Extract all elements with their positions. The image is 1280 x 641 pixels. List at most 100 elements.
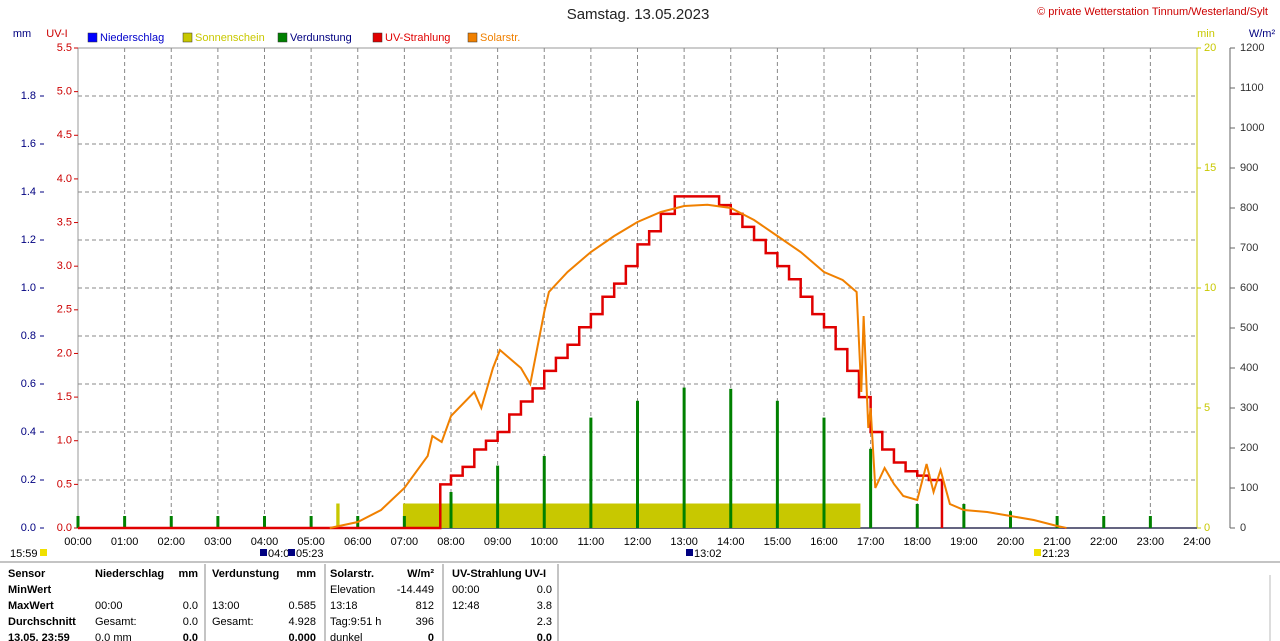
table-cell: 00:00 xyxy=(452,584,480,596)
x-tick-label: 03:00 xyxy=(204,536,232,548)
legend-swatch xyxy=(467,32,478,43)
table-cell: W/m² xyxy=(407,568,434,580)
bar xyxy=(682,387,686,528)
x-tick-label: 12:00 xyxy=(624,536,652,548)
y2-tick-label: 3.0 xyxy=(57,260,72,272)
bar xyxy=(822,417,826,528)
x-tick-label: 22:00 xyxy=(1090,536,1118,548)
x-tick-label: 10:00 xyxy=(530,536,558,548)
table-cell: Sensor xyxy=(8,568,46,580)
bar xyxy=(76,516,80,528)
legend-label: Solarstr. xyxy=(480,32,520,44)
table-cell: 396 xyxy=(416,616,434,628)
x-tick-label: 11:00 xyxy=(578,536,605,548)
marker-label: 13:02 xyxy=(694,548,722,560)
table-cell: MinWert xyxy=(8,584,52,596)
y4-tick-label: 800 xyxy=(1240,202,1258,214)
table-cell: MaxWert xyxy=(8,600,54,612)
table-cell: Elevation xyxy=(330,584,375,596)
bar xyxy=(775,400,779,528)
y4-tick-label: 900 xyxy=(1240,162,1258,174)
y2-axis-label: UV-I xyxy=(46,28,67,40)
table-cell: dunkel xyxy=(330,632,362,641)
legend-label: Sonnenschein xyxy=(195,32,265,44)
x-tick-label: 13:00 xyxy=(670,536,698,548)
bar xyxy=(1102,516,1106,528)
table-cell: 0.0 mm xyxy=(95,632,132,641)
series-line xyxy=(329,203,1067,529)
y3-tick-label: 15 xyxy=(1204,162,1216,174)
x-tick-label: 18:00 xyxy=(903,536,931,548)
table-cell: Gesamt: xyxy=(212,616,254,628)
x-tick-label: 08:00 xyxy=(437,536,465,548)
bar xyxy=(169,516,173,528)
table-cell: 0.0 xyxy=(183,632,198,641)
y4-tick-label: 1100 xyxy=(1240,82,1264,94)
bar xyxy=(263,516,266,528)
y4-tick-label: 400 xyxy=(1240,362,1258,374)
legend-swatch xyxy=(182,32,193,43)
marker-icon xyxy=(288,549,295,556)
x-tick-label: 19:00 xyxy=(950,536,978,548)
bar xyxy=(542,456,546,528)
chart-title: Samstag. 13.05.2023 xyxy=(567,6,710,23)
x-tick-label: 04:00 xyxy=(251,536,279,548)
bar xyxy=(915,504,919,528)
legend-label: Verdunstung xyxy=(290,32,352,44)
bar xyxy=(402,516,406,528)
x-tick-label: 06:00 xyxy=(344,536,372,548)
y2-tick-label: 4.0 xyxy=(57,173,72,185)
y4-axis-label: W/m² xyxy=(1249,28,1276,40)
x-tick-label: 09:00 xyxy=(484,536,512,548)
table-cell: UV-Strahlung UV-I xyxy=(452,568,546,580)
bar xyxy=(589,417,593,528)
marker-icon xyxy=(40,549,47,556)
y-tick-label: 1.8 xyxy=(21,90,36,102)
y-tick-label: 0.0 xyxy=(21,522,36,534)
y2-tick-label: 2.0 xyxy=(57,347,72,359)
table-cell: Niederschlag xyxy=(95,568,164,580)
table-cell: 0.000 xyxy=(288,632,316,641)
marker-label: 04:0 xyxy=(268,548,289,560)
marker-label: 05:23 xyxy=(296,548,324,560)
source: © private Wetterstation Tinnum/Westerlan… xyxy=(1037,6,1268,18)
y2-tick-label: 4.5 xyxy=(57,129,72,141)
x-tick-label: 02:00 xyxy=(157,536,185,548)
y2-tick-label: 5.0 xyxy=(57,86,72,98)
marker-icon xyxy=(260,549,267,556)
table-cell: 13:00 xyxy=(212,600,240,612)
table-cell: 12:48 xyxy=(452,600,480,612)
x-tick-label: 24:00 xyxy=(1183,536,1211,548)
table-cell: mm xyxy=(178,568,198,580)
table-cell: Durchschnitt xyxy=(8,616,76,628)
bar xyxy=(1009,511,1012,528)
y3-tick-label: 0 xyxy=(1204,522,1210,534)
y2-tick-label: 1.5 xyxy=(57,391,72,403)
bar xyxy=(729,388,733,528)
y4-tick-label: 1200 xyxy=(1240,42,1264,54)
y2-tick-label: 5.5 xyxy=(57,42,72,54)
table-cell: -14.449 xyxy=(397,584,434,596)
table-cell: 0.585 xyxy=(288,600,316,612)
bar xyxy=(1055,516,1059,528)
table-cell: 0.0 xyxy=(183,600,198,612)
uv-line xyxy=(78,195,944,530)
table-cell: 13.05. 23:59 xyxy=(8,632,70,641)
y-tick-label: 1.0 xyxy=(21,282,36,294)
y2-tick-label: 1.0 xyxy=(57,435,72,447)
table-cell: 0 xyxy=(428,632,434,641)
x-tick-label: 05:00 xyxy=(297,536,325,548)
y-tick-label: 1.6 xyxy=(21,138,36,150)
y3-axis-label: min xyxy=(1197,28,1215,40)
y4-tick-label: 700 xyxy=(1240,242,1258,254)
table-cell: Gesamt: xyxy=(95,616,137,628)
y4-tick-label: 500 xyxy=(1240,322,1258,334)
x-tick-label: 17:00 xyxy=(857,536,885,548)
bar xyxy=(869,448,873,528)
x-tick-label: 23:00 xyxy=(1137,536,1165,548)
y3-tick-label: 5 xyxy=(1204,402,1210,414)
table-cell: mm xyxy=(296,568,316,580)
